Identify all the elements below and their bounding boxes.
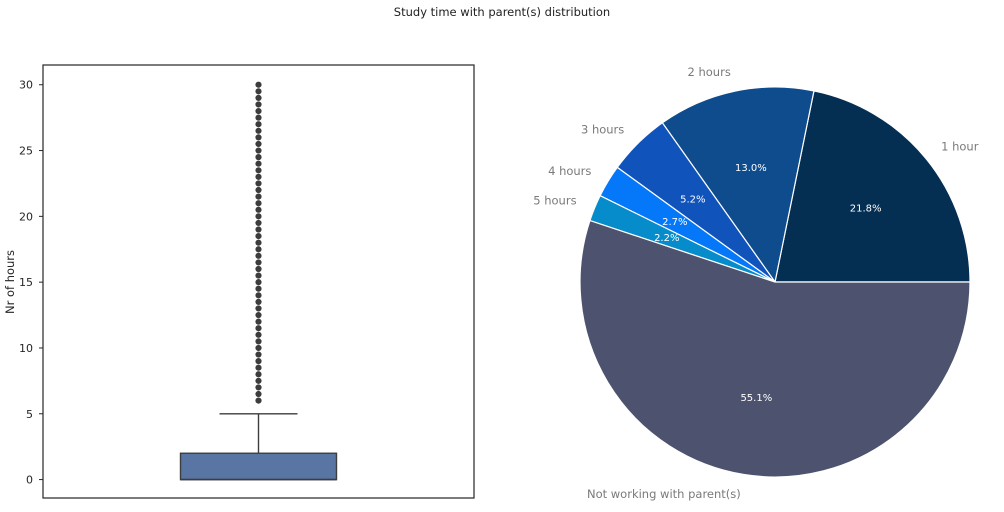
box-plot-y-ticks: 0 5 10 15 20 25 30	[19, 79, 43, 487]
outlier-point	[255, 371, 262, 378]
outlier-point	[255, 213, 262, 220]
pie-slice	[579, 219, 971, 478]
outlier-point	[255, 265, 262, 273]
outlier-point	[255, 377, 262, 384]
outlier-point	[255, 226, 262, 233]
pie-slices	[579, 86, 971, 478]
outlier-point	[255, 338, 262, 345]
outlier-point	[255, 134, 262, 141]
pie-labels: 1 hour 2 hours 3 hours 4 hours 5 hours Not wo…	[533, 65, 978, 501]
pie-slice-label: 2 hours	[688, 65, 731, 79]
outlier-point	[255, 252, 262, 259]
pie-slice-label: Not working with parent(s)	[587, 487, 741, 501]
pie-slice	[661, 86, 815, 284]
pie-slice-label: 3 hours	[581, 122, 624, 136]
outlier-point	[255, 88, 262, 95]
outlier-point	[255, 167, 262, 174]
outlier-point	[255, 219, 262, 227]
outlier-point	[255, 246, 262, 253]
pie-percent-labels: 21.8% 13.0% 5.2% 2.7% 2.2% 55.1%	[654, 163, 881, 404]
outlier-point	[255, 140, 262, 148]
pie-slice-percent: 21.8%	[850, 203, 882, 214]
outlier-point	[255, 107, 262, 115]
box-plot-outliers	[255, 81, 262, 404]
outlier-point	[255, 173, 262, 180]
y-tick-label: 15	[19, 276, 33, 289]
outlier-point	[255, 121, 262, 128]
outlier-point	[255, 351, 262, 358]
outlier-point	[255, 147, 262, 154]
outlier-point	[255, 325, 262, 332]
pie-slice-label: 5 hours	[533, 194, 576, 208]
outlier-point	[255, 397, 262, 404]
outlier-point	[255, 200, 262, 207]
figure-title: Study time with parent(s) distribution	[394, 5, 610, 19]
pie-slice-percent: 5.2%	[680, 194, 705, 205]
outlier-point	[255, 364, 262, 371]
outlier-point	[255, 318, 262, 325]
outlier-point	[255, 101, 262, 108]
pie-slice	[774, 90, 971, 283]
outlier-point	[255, 279, 262, 286]
outlier-point	[255, 193, 262, 200]
pie-slice-label: 4 hours	[548, 164, 591, 178]
y-tick-label: 0	[26, 474, 33, 487]
outlier-point	[255, 358, 262, 365]
outlier-point	[255, 344, 262, 352]
outlier-point	[255, 127, 262, 134]
outlier-point	[255, 114, 262, 121]
outlier-point	[255, 206, 262, 213]
outlier-point	[255, 305, 262, 312]
outlier-point	[255, 81, 262, 88]
outlier-point	[255, 186, 262, 194]
y-tick-label: 20	[19, 210, 33, 223]
outlier-point	[255, 160, 262, 167]
outlier-point	[255, 298, 262, 305]
outlier-point	[255, 292, 262, 299]
box-plot-body	[179, 413, 338, 481]
y-tick-label: 30	[19, 79, 33, 92]
pie-slice-percent: 55.1%	[740, 393, 772, 404]
outlier-point	[255, 259, 262, 266]
outlier-point	[255, 311, 262, 319]
pie-chart-panel: 1 hour 2 hours 3 hours 4 hours 5 hours Not wo…	[533, 65, 978, 501]
iqr-box	[179, 452, 338, 481]
outlier-point	[255, 331, 262, 338]
outlier-point	[255, 285, 262, 292]
box-plot-panel: Nr of hours 0 5 10 15 20 25 30	[3, 64, 475, 499]
box-plot-y-axis-label: Nr of hours	[3, 250, 17, 314]
outlier-point	[255, 232, 262, 240]
y-tick-label: 10	[19, 342, 33, 355]
outlier-point	[255, 272, 262, 279]
outlier-point	[255, 154, 262, 161]
y-tick-label: 25	[19, 145, 33, 158]
pie-slice-label: 1 hour	[941, 139, 979, 153]
pie-slice-percent: 2.7%	[662, 217, 687, 228]
outlier-point	[255, 390, 262, 398]
pie-slice-percent: 2.2%	[654, 233, 679, 244]
outlier-point	[255, 94, 262, 102]
outlier-point	[255, 180, 262, 187]
outlier-point	[255, 239, 262, 246]
pie-slice-percent: 13.0%	[735, 163, 767, 174]
y-tick-label: 5	[26, 408, 33, 421]
outlier-point	[255, 384, 262, 391]
